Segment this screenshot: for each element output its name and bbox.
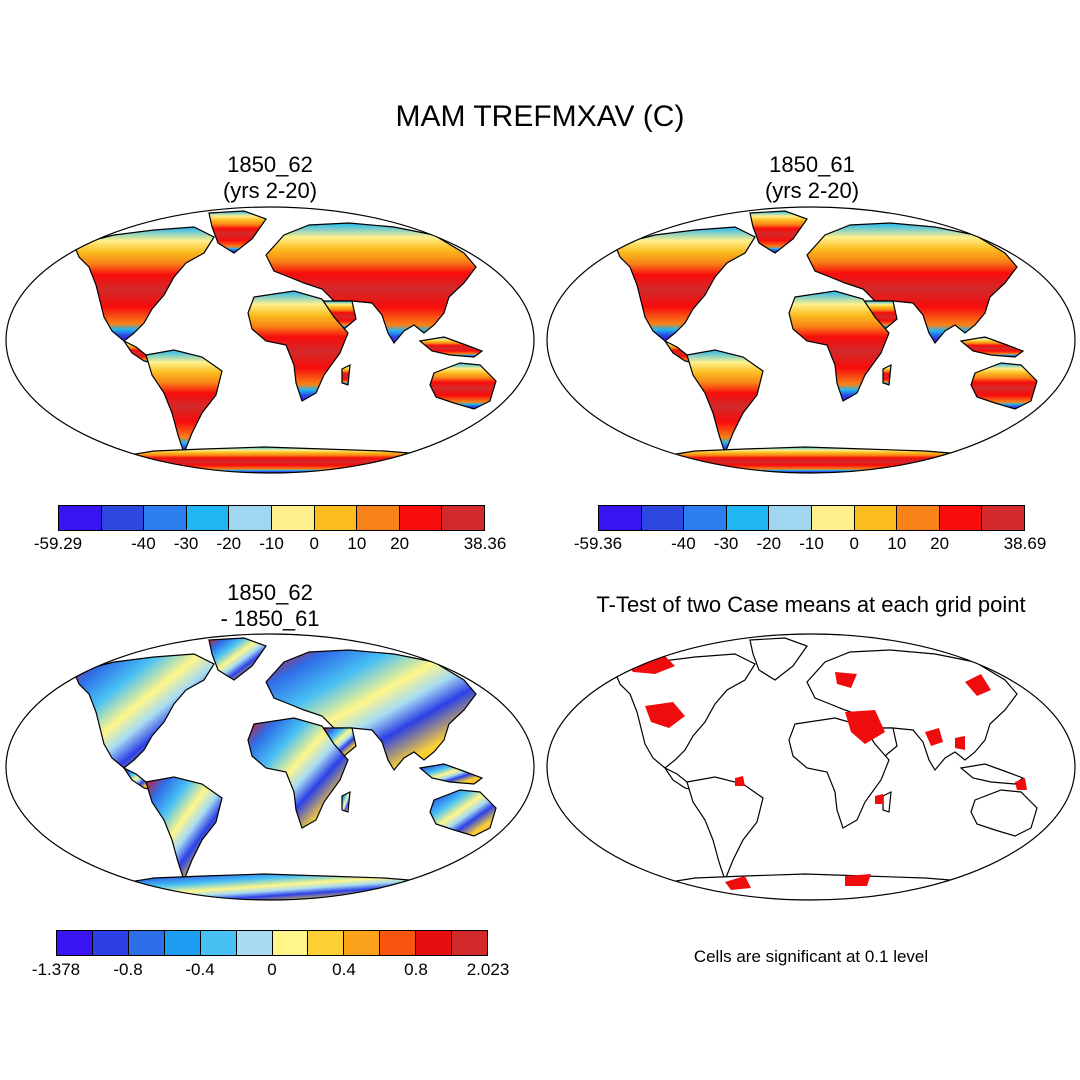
colorbar-box <box>939 506 983 530</box>
colorbar-tick-label: 0.8 <box>404 960 428 979</box>
colorbar-box <box>186 506 230 530</box>
panel-2-colorbar <box>598 505 1025 531</box>
colorbar-tick-label: -20 <box>756 534 782 553</box>
panel-2-map <box>546 206 1076 474</box>
colorbar-box <box>684 506 727 530</box>
colorbar-box <box>144 506 187 530</box>
panel-1-map <box>5 206 535 474</box>
colorbar-tick-label: 0 <box>849 534 859 553</box>
panel-3-colorbar <box>56 930 488 956</box>
colorbar-tick-label: -0.8 <box>113 960 143 979</box>
colorbar-box <box>229 506 272 530</box>
colorbar-box <box>57 931 93 955</box>
colorbar-tick-label: 0 <box>267 960 277 979</box>
colorbar-box <box>416 931 453 955</box>
colorbar-box <box>344 931 381 955</box>
colorbar-tick-label: -1.378 <box>31 960 81 979</box>
page-title: MAM TREFMXAV (C) <box>395 100 685 133</box>
colorbar-box <box>164 931 201 955</box>
colorbar-box <box>854 506 898 530</box>
panel-4-title: T-Test of two Case means at each grid po… <box>596 592 1026 617</box>
colorbar-box <box>897 506 940 530</box>
colorbar-box <box>236 931 273 955</box>
colorbar-box <box>59 506 102 530</box>
colorbar-box <box>442 506 484 530</box>
panel-2-title: 1850_61 (yrs 2-20) <box>712 152 912 204</box>
colorbar-box <box>769 506 812 530</box>
colorbar-tick-label: -10 <box>259 534 284 553</box>
colorbar-box <box>380 931 417 955</box>
colorbar-tick-label: 0 <box>309 534 319 553</box>
colorbar-box <box>128 931 165 955</box>
colorbar-tick-label: -30 <box>173 534 199 553</box>
panel-2-title-line-2: (yrs 2-20) <box>764 178 860 203</box>
colorbar-box <box>200 931 237 955</box>
colorbar-box <box>811 506 855 530</box>
panel-3-title: 1850_62 - 1850_61 <box>170 580 370 632</box>
panel-1-colorbar-labels: -59.29 -40 -30 -20 -10 0 10 20 38.36 <box>34 534 506 558</box>
colorbar-tick-label: -59.29 <box>33 534 83 553</box>
colorbar-box <box>272 931 309 955</box>
colorbar-box <box>399 506 443 530</box>
colorbar-tick-label: -30 <box>713 534 739 553</box>
colorbar-tick-label: -0.4 <box>185 960 215 979</box>
colorbar-tick-label: -40 <box>671 534 696 553</box>
colorbar-tick-label: -40 <box>131 534 156 553</box>
colorbar-tick-label: 2.023 <box>466 960 510 979</box>
panel-1-title-line-1: 1850_62 <box>227 152 313 177</box>
panel-1-colorbar <box>58 505 485 531</box>
colorbar-tick-label: 38.36 <box>463 534 507 553</box>
panel-2-title-line-1: 1850_61 <box>769 152 855 177</box>
colorbar-box <box>314 506 358 530</box>
colorbar-box <box>726 506 770 530</box>
panel-3-title-line-2: - 1850_61 <box>220 606 320 631</box>
colorbar-tick-label: -10 <box>799 534 824 553</box>
colorbar-tick-label: 20 <box>930 534 950 553</box>
colorbar-tick-label: 0.4 <box>332 960 356 979</box>
panel-3-map <box>5 633 535 901</box>
colorbar-tick-label: 10 <box>347 534 367 553</box>
colorbar-box <box>271 506 315 530</box>
panel-4-map <box>546 633 1076 901</box>
panel-1-title: 1850_62 (yrs 2-20) <box>170 152 370 204</box>
significance-note: Cells are significant at 0.1 level <box>693 947 929 966</box>
colorbar-box <box>641 506 685 530</box>
colorbar-tick-label: -59.36 <box>573 534 623 553</box>
panel-1-title-line-2: (yrs 2-20) <box>222 178 318 203</box>
colorbar-box <box>452 931 488 955</box>
panel-2-colorbar-labels: -59.36 -40 -30 -20 -10 0 10 20 38.69 <box>574 534 1046 558</box>
colorbar-box <box>357 506 400 530</box>
colorbar-box <box>92 931 129 955</box>
panel-3-title-line-1: 1850_62 <box>227 580 313 605</box>
colorbar-box <box>599 506 642 530</box>
colorbar-box <box>101 506 145 530</box>
colorbar-box <box>982 506 1024 530</box>
colorbar-tick-label: 38.69 <box>1003 534 1047 553</box>
panel-3-colorbar-labels: -1.378 -0.8 -0.4 0 0.4 0.8 2.023 <box>32 960 509 984</box>
colorbar-tick-label: 10 <box>887 534 907 553</box>
colorbar-tick-label: -20 <box>216 534 242 553</box>
colorbar-tick-label: 20 <box>390 534 410 553</box>
colorbar-box <box>308 931 345 955</box>
